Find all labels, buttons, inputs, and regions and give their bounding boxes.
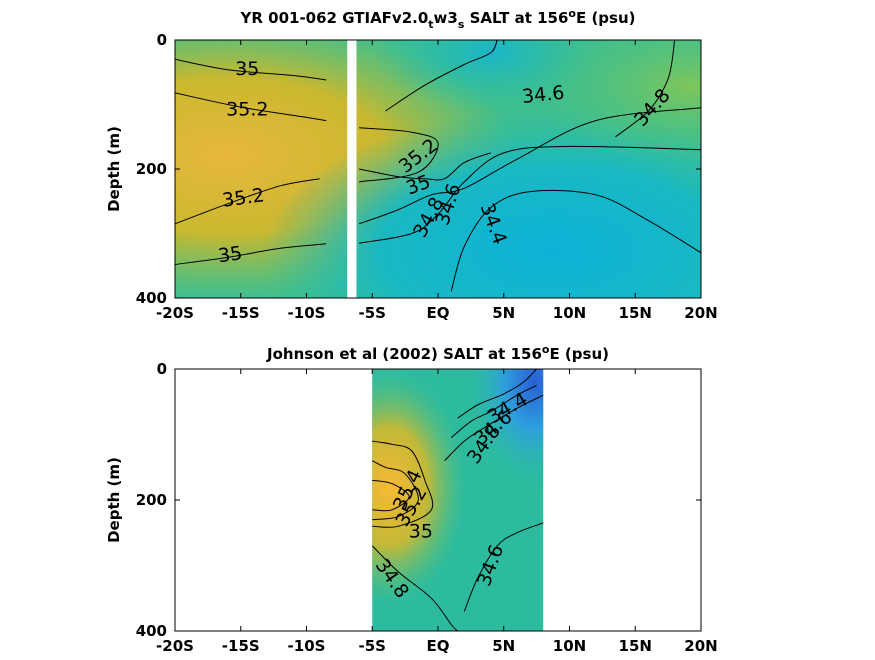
x-tick-label: 10N xyxy=(553,637,586,655)
contour-34.8 xyxy=(371,545,459,631)
axes: -20S -15S -10S -5S EQ 5N 10N 15N 20N 0 200 400 xyxy=(136,360,718,655)
contour-35.2 xyxy=(175,178,320,225)
y-axis-label: Depth (m) xyxy=(105,126,123,212)
contour-35 xyxy=(175,243,327,265)
contour-lines xyxy=(175,40,701,292)
contour-35.2 xyxy=(372,460,419,521)
contour-34.8 xyxy=(615,40,676,138)
x-tick-label: -5S xyxy=(359,637,386,655)
y-axis-label: Depth (m) xyxy=(105,457,123,543)
x-tick-label: -15S xyxy=(222,304,260,322)
y-tick-label: 400 xyxy=(136,289,167,307)
contour-34.8 xyxy=(358,107,701,225)
contour-34.8 xyxy=(444,394,544,462)
contour-label: 35 xyxy=(409,520,433,542)
x-tick-label: -15S xyxy=(222,637,260,655)
x-tick-label: -5S xyxy=(359,304,386,322)
y-tick-label: 200 xyxy=(136,491,167,509)
contour-34.4 xyxy=(457,369,537,419)
y-tick-label: 400 xyxy=(136,622,167,640)
contour-label: 34.6 xyxy=(521,82,565,108)
y-tick-label: 200 xyxy=(136,160,167,178)
x-tick-label: 15N xyxy=(619,304,652,322)
contour-35 xyxy=(175,58,327,81)
x-tick-label: -20S xyxy=(156,304,194,322)
x-tick-label: -10S xyxy=(288,637,326,655)
contour-35.4 xyxy=(372,479,410,512)
y-tick-label: 0 xyxy=(157,31,167,49)
x-tick-label: 5N xyxy=(492,637,515,655)
x-tick-label: -10S xyxy=(288,304,326,322)
x-tick-label: -20S xyxy=(156,637,194,655)
salinity-field xyxy=(175,40,701,298)
contour-35 xyxy=(359,152,491,181)
contour-label: 35.2 xyxy=(226,99,268,121)
contour-34.6 xyxy=(463,522,544,612)
contour-34.6 xyxy=(385,40,498,112)
x-tick-label: 15N xyxy=(619,637,652,655)
contour-34.6 xyxy=(359,145,701,244)
x-tick-label: 5N xyxy=(492,304,515,322)
contour-34.6 xyxy=(450,384,537,439)
x-tick-label: 20N xyxy=(684,637,717,655)
panel-title: YR 001-062 GTIAFv2.0tw3s SALT at 156oE (… xyxy=(240,7,636,31)
x-tick-label: 20N xyxy=(684,304,717,322)
data-gap xyxy=(347,40,357,298)
y-tick-label: 0 xyxy=(157,360,167,378)
contour-34.4 xyxy=(450,189,701,292)
salinity-field xyxy=(372,369,544,631)
x-tick-label: EQ xyxy=(427,304,450,322)
contour-35 xyxy=(372,440,434,528)
panel-title: Johnson et al (2002) SALT at 156oE (psu) xyxy=(266,343,609,363)
x-tick-label: 10N xyxy=(553,304,586,322)
contour-label: 35 xyxy=(235,58,259,80)
x-tick-label: EQ xyxy=(427,637,450,655)
contour-35.2 xyxy=(175,92,327,122)
contour-lines xyxy=(371,369,544,631)
contour-label: 35 xyxy=(217,242,244,267)
axes: -20S -15S -10S -5S EQ 5N 10N 15N 20N 0 200 400 xyxy=(136,31,718,322)
